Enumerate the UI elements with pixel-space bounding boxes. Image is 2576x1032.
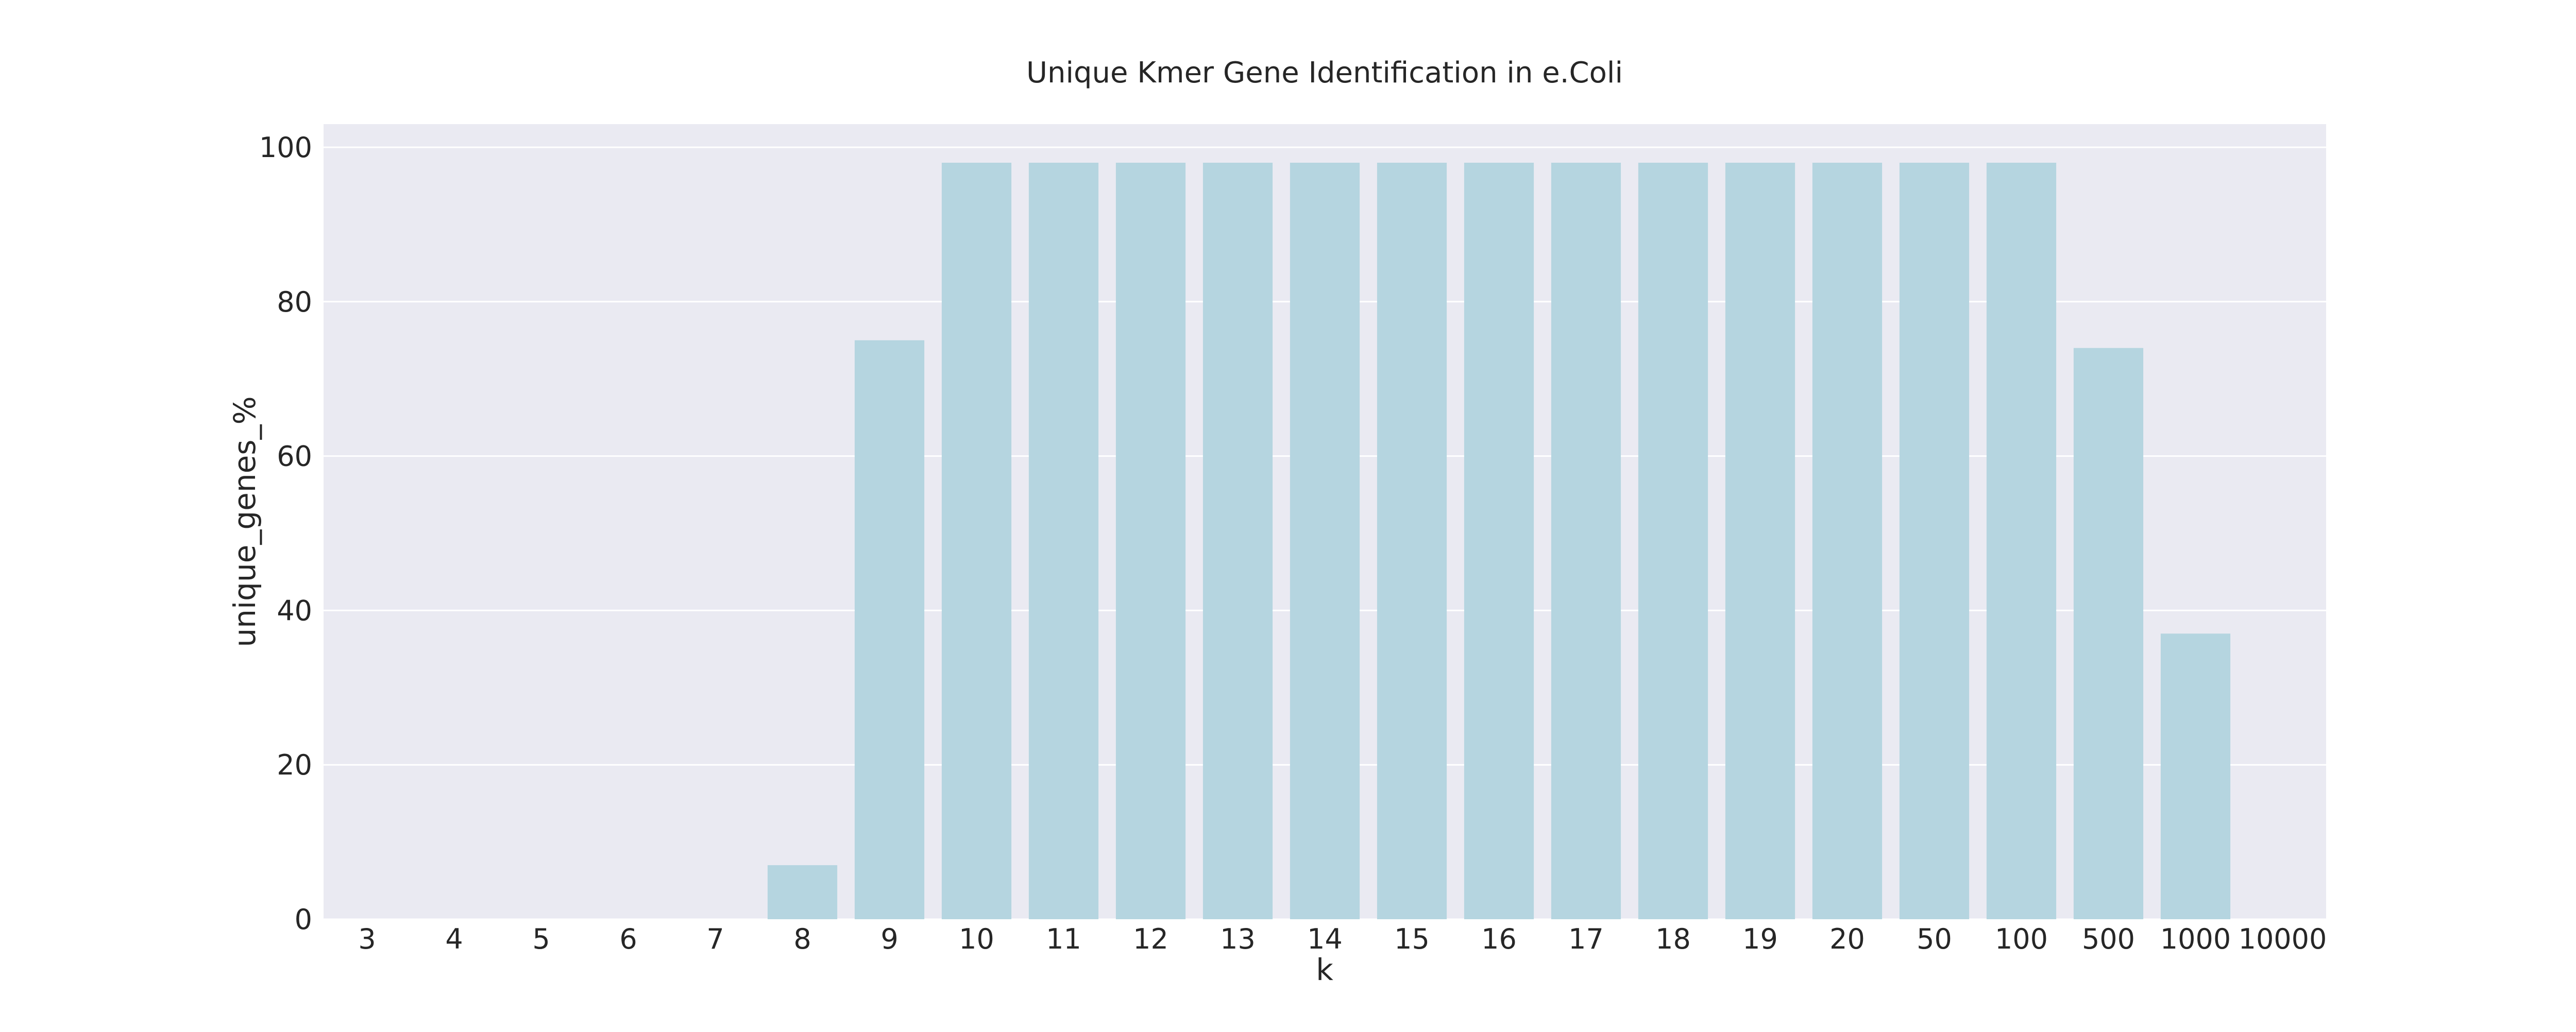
x-tick-label: 19 [1742, 923, 1778, 955]
bar-k-15 [1377, 162, 1447, 920]
bar-k-10 [941, 162, 1012, 920]
bar-k-14 [1290, 162, 1360, 920]
x-tick-label: 4 [445, 923, 463, 955]
bar-k-16 [1464, 162, 1534, 920]
x-tick-label: 8 [793, 923, 811, 955]
x-tick-label: 1000 [2160, 923, 2231, 955]
bar-k-100 [1986, 162, 2057, 920]
x-tick-label: 7 [706, 923, 724, 955]
y-tick-label: 40 [277, 594, 312, 627]
bar-k-17 [1551, 162, 1621, 920]
bar-k-9 [854, 340, 925, 919]
bar-k-8 [767, 865, 838, 919]
y-tick-label: 100 [259, 131, 312, 164]
x-tick-label: 6 [619, 923, 637, 955]
bar-k-12 [1115, 162, 1186, 920]
x-tick-label: 3 [358, 923, 376, 955]
x-tick-label: 11 [1046, 923, 1081, 955]
bar-k-1000 [2160, 633, 2231, 919]
bar-k-500 [2073, 348, 2144, 919]
y-tick-label: 60 [277, 440, 312, 473]
chart-title: Unique Kmer Gene Identification in e.Col… [1026, 56, 1623, 90]
x-tick-label: 9 [880, 923, 898, 955]
bar-k-11 [1028, 162, 1099, 920]
y-tick-label: 0 [295, 903, 312, 936]
x-tick-label: 18 [1655, 923, 1691, 955]
bars [767, 162, 2231, 920]
x-tick-labels: 3 4 5 6 7 8 9 10 11 12 13 14 15 16 17 18 19 20 50 100 500 100… [358, 923, 2327, 955]
x-tick-label: 12 [1133, 923, 1168, 955]
x-tick-label: 5 [532, 923, 550, 955]
bar-k-20 [1812, 162, 1883, 920]
bar-k-50 [1899, 162, 1970, 920]
y-tick-label: 80 [277, 286, 312, 318]
x-axis-label: k [1316, 952, 1333, 987]
x-tick-label: 13 [1220, 923, 1256, 955]
x-tick-label: 500 [2082, 923, 2135, 955]
x-tick-label: 50 [1917, 923, 1952, 955]
x-tick-label: 14 [1307, 923, 1343, 955]
x-tick-label: 16 [1481, 923, 1517, 955]
x-tick-label: 10000 [2239, 923, 2327, 955]
x-tick-label: 100 [1995, 923, 2048, 955]
x-tick-label: 10 [959, 923, 994, 955]
y-axis-label: unique_genes_% [227, 396, 262, 647]
bar-k-13 [1202, 162, 1273, 920]
bar-k-19 [1725, 162, 1795, 920]
x-tick-label: 15 [1394, 923, 1430, 955]
x-tick-label: 20 [1829, 923, 1865, 955]
x-tick-label: 17 [1568, 923, 1604, 955]
y-tick-label: 20 [277, 749, 312, 781]
y-tick-labels: 0 20 40 60 80 100 [259, 131, 312, 936]
bar-k-18 [1638, 162, 1708, 920]
